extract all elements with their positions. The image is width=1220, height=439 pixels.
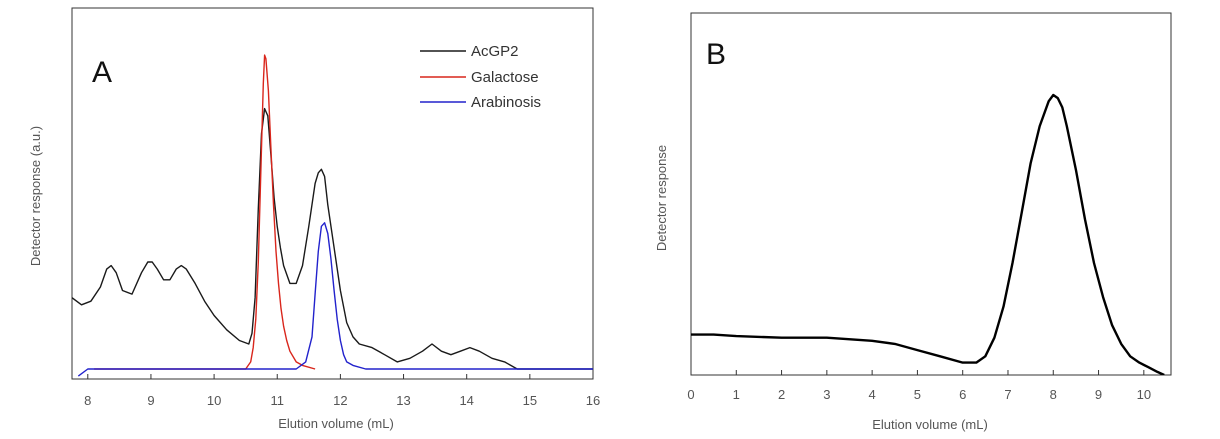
x-tick-label: 9 — [147, 393, 154, 408]
panel-b-frame — [690, 12, 1172, 376]
x-tick-label: 1 — [733, 387, 740, 402]
x-tick-label: 8 — [1050, 387, 1057, 402]
panel-a-x-ticks: 8 9 10 11 12 13 14 15 16 — [84, 374, 600, 408]
x-tick-label: 7 — [1004, 387, 1011, 402]
x-tick-label: 2 — [778, 387, 785, 402]
panel-a-letter: A — [92, 56, 112, 89]
x-tick-label: 16 — [586, 393, 600, 408]
x-tick-label: 0 — [687, 387, 694, 402]
series-line-galactose — [94, 54, 316, 370]
x-tick-label: 13 — [396, 393, 410, 408]
x-tick-label: 6 — [959, 387, 966, 402]
x-tick-label: 4 — [869, 387, 876, 402]
series-line-arabinosis — [77, 222, 593, 377]
x-tick-label: 14 — [459, 393, 473, 408]
x-tick-label: 9 — [1095, 387, 1102, 402]
panel-a: 8 9 10 11 12 13 14 15 16 A Elution volume (mL) D… — [28, 7, 600, 431]
x-tick-label: 10 — [1137, 387, 1151, 402]
panel-b: 0 1 2 3 4 5 6 7 8 9 10 B Elution volume (mL) Detec… — [654, 12, 1172, 432]
x-tick-label: 5 — [914, 387, 921, 402]
x-tick-label: 10 — [207, 393, 221, 408]
panel-b-letter: B — [706, 38, 726, 71]
panel-b-y-axis-label: Detector response — [654, 145, 669, 251]
panel-a-y-axis-label: Detector response (a.u.) — [28, 126, 43, 266]
panel-b-plot-area — [691, 93, 1165, 375]
x-tick-label: 12 — [333, 393, 347, 408]
panel-b-x-axis-label: Elution volume (mL) — [872, 417, 988, 432]
x-tick-label: 11 — [270, 393, 284, 408]
x-tick-label: 15 — [523, 393, 537, 408]
x-tick-label: 8 — [84, 393, 91, 408]
panel-a-x-axis-label: Elution volume (mL) — [278, 416, 394, 431]
legend-label-acgp2: AcGP2 — [471, 43, 519, 60]
series-line-acgp2 — [72, 107, 593, 370]
legend-label-galactose: Galactose — [471, 69, 539, 86]
legend-label-arabinosis: Arabinosis — [471, 94, 541, 111]
panel-b-x-ticks: 0 1 2 3 4 5 6 7 8 9 10 — [687, 370, 1151, 402]
panel-a-legend: AcGP2 Galactose Arabinosis — [420, 43, 541, 111]
panel-a-frame — [71, 7, 594, 380]
x-tick-label: 3 — [823, 387, 830, 402]
series-line-sample — [691, 93, 1165, 375]
panel-a-plot-area — [72, 54, 593, 377]
